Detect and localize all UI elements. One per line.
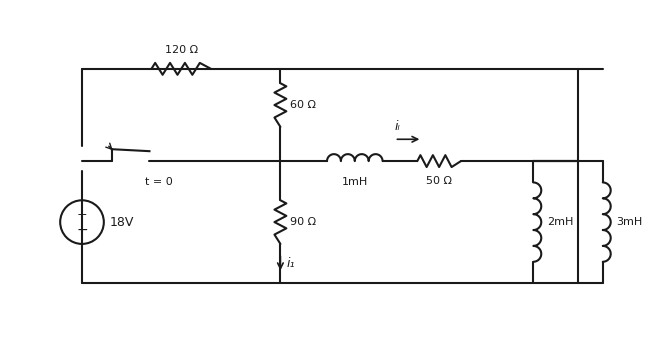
- Text: 1mH: 1mH: [342, 177, 368, 187]
- Text: 2mH: 2mH: [547, 217, 574, 227]
- Text: 3mH: 3mH: [616, 217, 643, 227]
- Text: t = 0: t = 0: [145, 177, 172, 187]
- Text: iₗ: iₗ: [395, 120, 400, 133]
- Text: −: −: [76, 223, 88, 237]
- Text: 18V: 18V: [110, 216, 134, 229]
- Text: i₁: i₁: [286, 257, 295, 270]
- Text: 60 Ω: 60 Ω: [290, 100, 316, 110]
- Text: +: +: [77, 208, 87, 221]
- Text: 90 Ω: 90 Ω: [290, 217, 316, 227]
- Text: 50 Ω: 50 Ω: [426, 176, 452, 186]
- Text: 120 Ω: 120 Ω: [164, 45, 198, 55]
